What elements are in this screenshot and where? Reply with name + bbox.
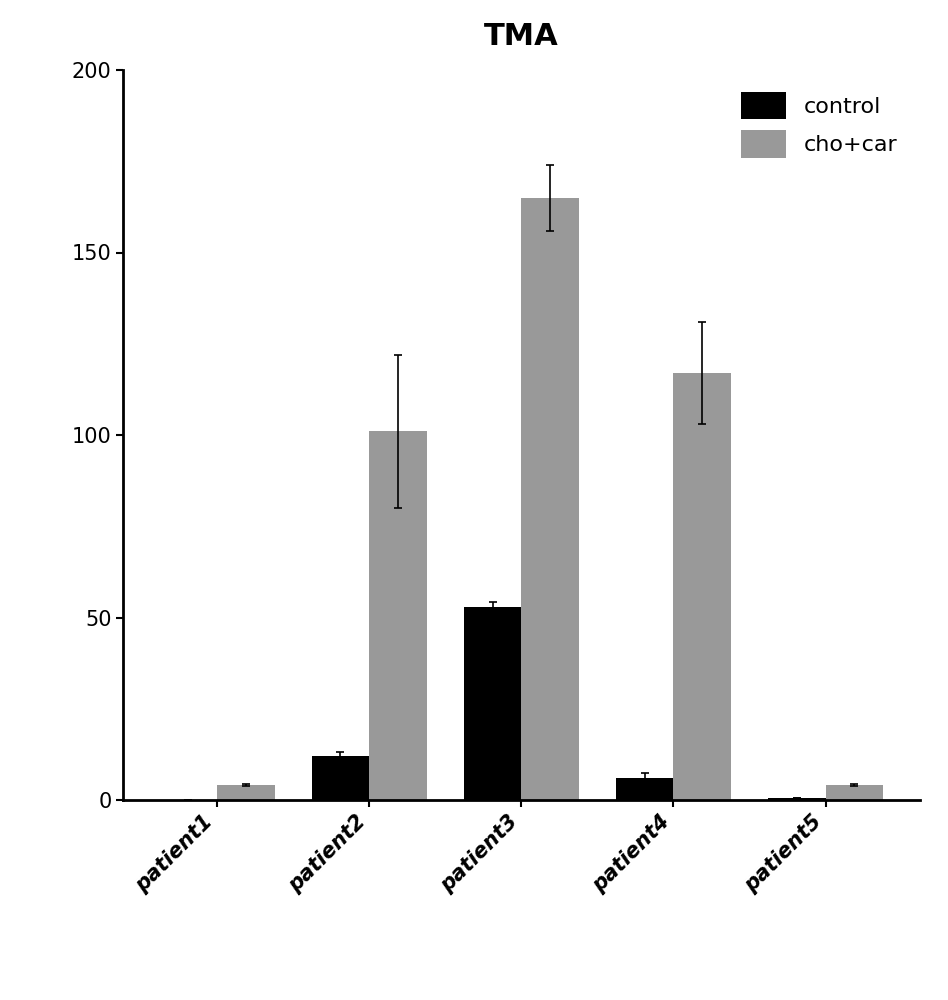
Bar <box>673 373 731 800</box>
Title: TMA: TMA <box>484 22 558 51</box>
Bar <box>826 785 884 800</box>
Bar <box>370 431 428 800</box>
Legend: control, cho+car: control, cho+car <box>730 81 908 169</box>
Bar <box>521 198 579 800</box>
Bar <box>768 798 826 800</box>
Bar <box>312 756 370 800</box>
Bar <box>217 785 275 800</box>
Bar <box>615 778 673 800</box>
Bar <box>464 607 521 800</box>
